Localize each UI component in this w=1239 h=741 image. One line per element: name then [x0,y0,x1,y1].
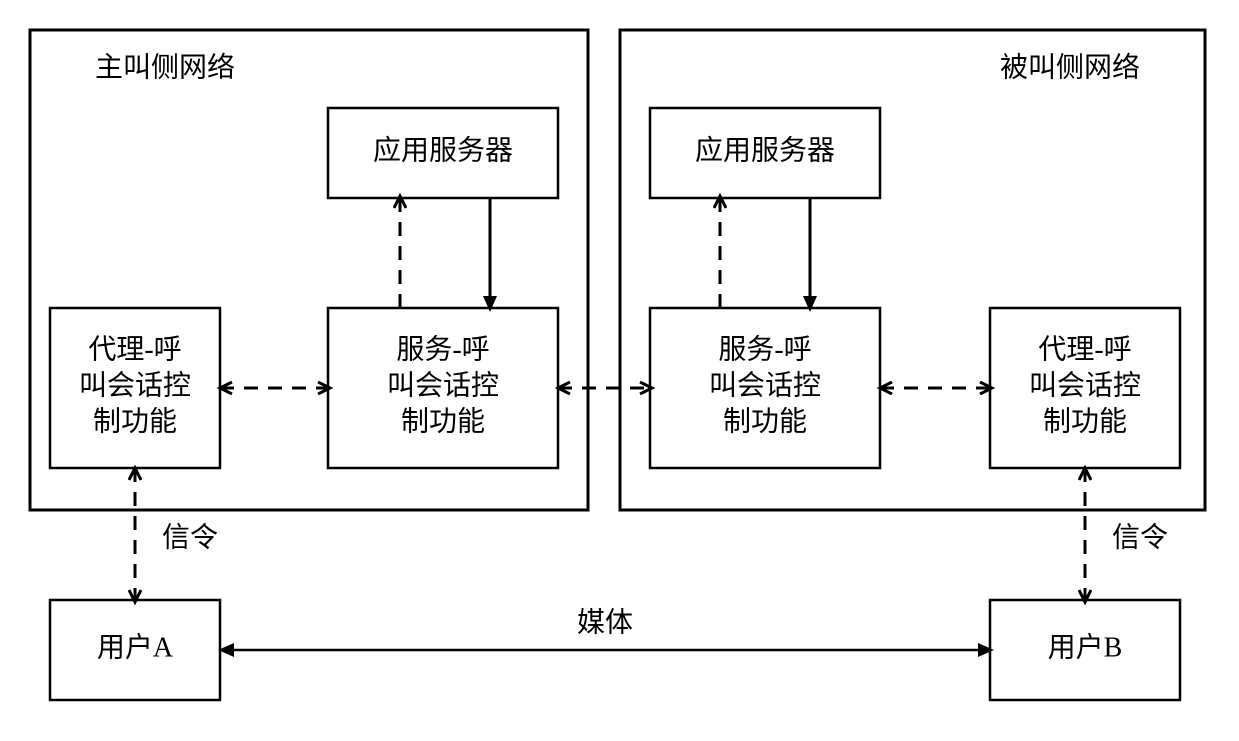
box-serve_left-line-2: 制功能 [401,405,485,437]
box-proxy_right-line-1: 叫会话控 [1029,369,1141,401]
box-app_server_left: 应用服务器 [328,108,558,198]
box-serve_left: 服务-呼叫会话控制功能 [328,308,558,468]
box-proxy_right: 代理-呼叫会话控制功能 [990,308,1180,468]
network-caller-title: 主叫侧网络 [95,51,235,83]
box-proxy_left-line-0: 代理-呼 [88,333,181,365]
box-user_a: 用户A [50,600,220,700]
box-proxy_right-line-2: 制功能 [1043,405,1127,437]
box-serve_right-line-1: 叫会话控 [709,369,821,401]
box-serve_right-line-0: 服务-呼 [718,333,811,365]
label-signaling_right: 信令 [1112,521,1168,553]
box-proxy_left-line-2: 制功能 [93,405,177,437]
box-app_server_right-label: 应用服务器 [695,134,835,166]
box-serve_left-line-1: 叫会话控 [387,369,499,401]
box-proxy_left: 代理-呼叫会话控制功能 [50,308,220,468]
box-serve_right: 服务-呼叫会话控制功能 [650,308,880,468]
box-serve_left-line-0: 服务-呼 [396,333,489,365]
box-serve_right-line-2: 制功能 [723,405,807,437]
box-user_b-label: 用户B [1048,631,1123,663]
box-proxy_right-line-0: 代理-呼 [1038,333,1131,365]
label-media: 媒体 [577,606,633,638]
label-signaling_left: 信令 [162,521,218,553]
box-proxy_left-line-1: 叫会话控 [79,369,191,401]
box-user_b: 用户B [990,600,1180,700]
box-user_a-label: 用户A [97,631,174,663]
network-callee-title: 被叫侧网络 [1000,51,1140,83]
box-app_server_right: 应用服务器 [650,108,880,198]
box-app_server_left-label: 应用服务器 [373,134,513,166]
